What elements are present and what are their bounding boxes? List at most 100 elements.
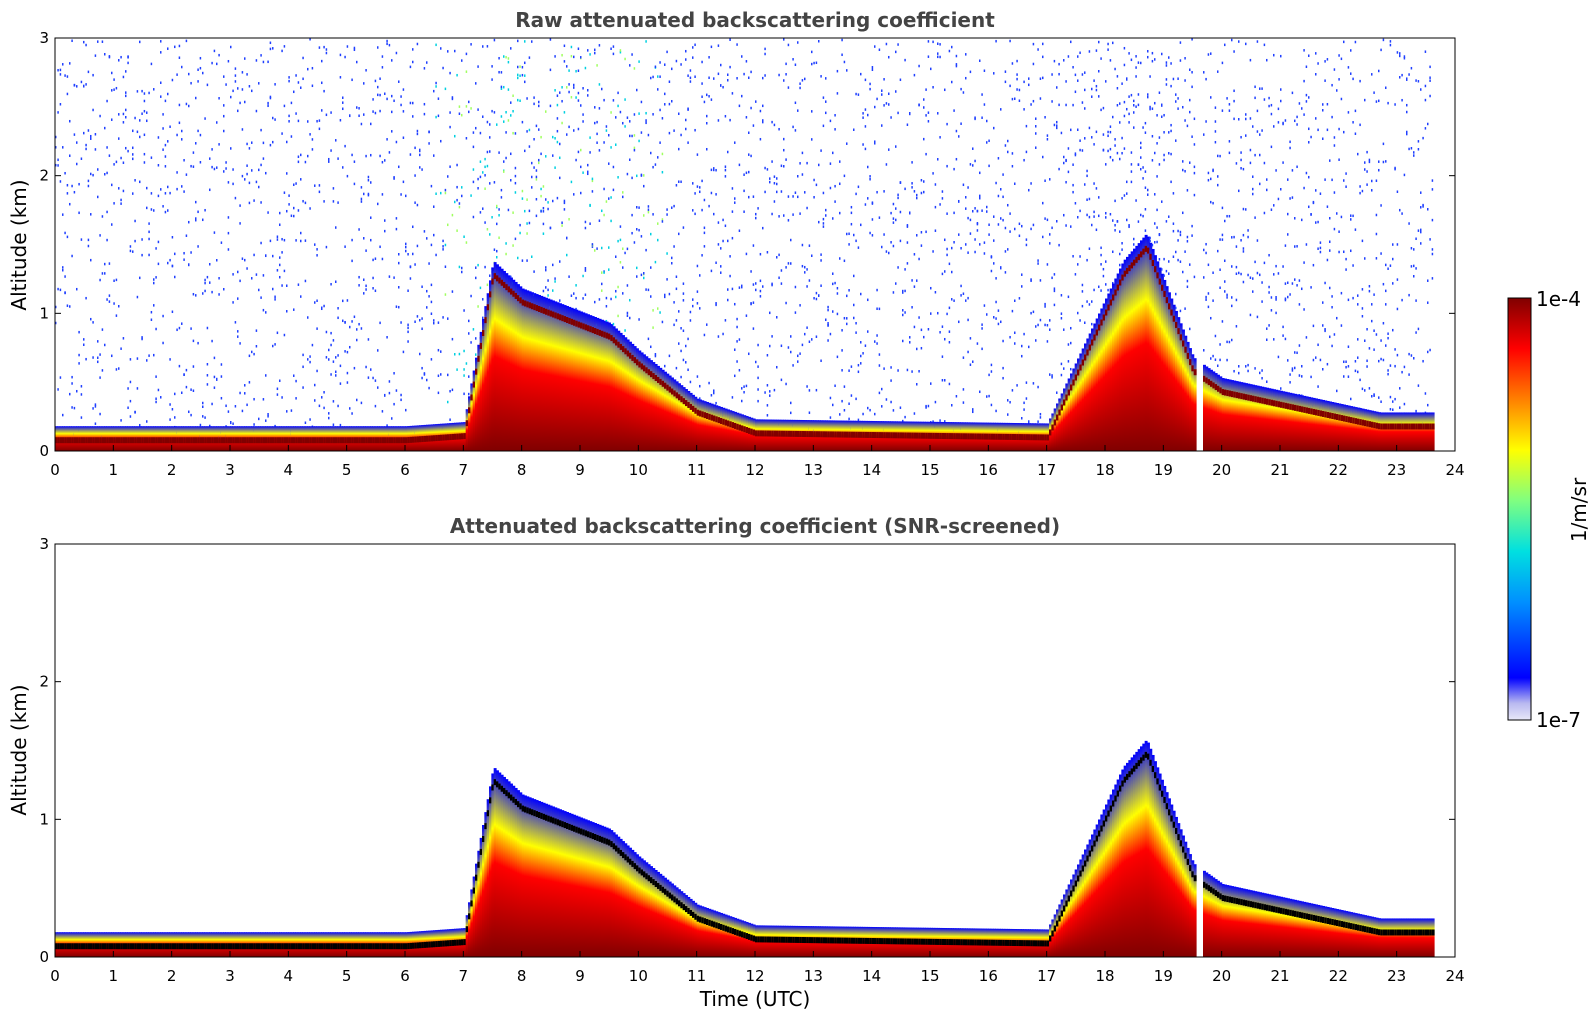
noise-pixel (430, 283, 433, 287)
noise-pixel (129, 358, 132, 361)
noise-pixel (1291, 369, 1294, 372)
noise-pixel (888, 103, 890, 106)
noise-pixel (314, 301, 316, 304)
noise-pixel (57, 68, 59, 72)
noise-pixel (484, 165, 486, 169)
layer-top-cell (1301, 406, 1304, 413)
noise-pixel (1224, 280, 1226, 283)
noise-pixel (433, 89, 435, 93)
noise-pixel (367, 175, 370, 179)
noise-pixel (843, 316, 846, 320)
layer-top-cell (414, 436, 418, 443)
noise-pixel (925, 152, 927, 156)
aerosol-layer-cell (615, 328, 618, 451)
noise-pixel (134, 179, 136, 182)
aerosol-layer-cell (556, 302, 560, 451)
noise-pixel (696, 264, 699, 268)
noise-pixel (169, 418, 171, 421)
noise-pixel (612, 165, 615, 169)
noise-pixel (871, 218, 874, 221)
noise-pixel (272, 287, 274, 291)
noise-pixel (666, 252, 668, 255)
noise-pixel (211, 339, 213, 343)
layer-top-cell (587, 325, 590, 332)
noise-pixel (519, 231, 521, 235)
noise-pixel (577, 91, 580, 95)
layer-top-cell (253, 437, 257, 444)
noise-pixel (246, 403, 248, 407)
noise-pixel (150, 62, 153, 66)
noise-pixel (451, 290, 454, 293)
noise-pixel (328, 348, 330, 352)
noise-pixel (813, 61, 815, 65)
noise-pixel (507, 88, 510, 91)
noise-pixel (1182, 105, 1184, 109)
layer-top-cell (59, 943, 63, 950)
layer-top-cell (1228, 390, 1232, 397)
noise-pixel (983, 69, 986, 72)
noise-pixel (248, 381, 251, 384)
noise-pixel (486, 45, 489, 48)
noise-pixel (1205, 77, 1207, 81)
noise-pixel (1049, 319, 1051, 322)
noise-pixel (724, 165, 727, 168)
noise-pixel (636, 275, 638, 278)
noise-pixel (1228, 151, 1231, 155)
noise-pixel (1233, 50, 1235, 53)
layer-top-cell (724, 419, 728, 426)
noise-pixel (696, 153, 699, 156)
noise-pixel (435, 85, 437, 88)
noise-pixel (1077, 79, 1079, 82)
noise-pixel (1284, 297, 1287, 300)
noise-pixel (265, 254, 267, 257)
aerosol-layer-cell (1273, 389, 1276, 451)
noise-pixel (526, 222, 528, 225)
noise-pixel (281, 49, 283, 53)
noise-pixel (750, 106, 752, 110)
noise-pixel (1214, 120, 1217, 123)
noise-pixel (958, 320, 960, 324)
layer-top-cell (661, 380, 665, 387)
noise-pixel (433, 154, 435, 157)
noise-pixel (881, 89, 883, 92)
layer-top-cell (230, 943, 233, 950)
noise-pixel (636, 206, 638, 209)
noise-pixel (671, 206, 673, 209)
noise-pixel (661, 117, 664, 120)
layer-top-cell (183, 943, 187, 950)
noise-pixel (1282, 325, 1284, 329)
noise-pixel (526, 259, 528, 262)
noise-pixel (1317, 62, 1319, 65)
noise-pixel (983, 241, 986, 244)
noise-pixel (1205, 298, 1207, 301)
noise-pixel (258, 417, 260, 421)
noise-pixel (633, 67, 636, 70)
noise-pixel (437, 321, 440, 324)
x-tick-label: 0 (50, 461, 60, 479)
noise-pixel (498, 70, 500, 74)
noise-pixel (519, 65, 521, 68)
noise-pixel (953, 211, 955, 215)
noise-pixel (1165, 269, 1168, 273)
layer-top-cell (717, 417, 721, 424)
noise-pixel (227, 410, 230, 413)
noise-pixel (1177, 229, 1179, 233)
layer-top-cell (185, 943, 189, 950)
noise-pixel (146, 111, 148, 114)
noise-pixel (1165, 61, 1168, 64)
aerosol-layer-cell (605, 321, 609, 451)
aerosol-layer-cell (629, 341, 632, 451)
noise-pixel (1177, 258, 1179, 262)
noise-pixel (153, 209, 155, 212)
noise-pixel (1154, 241, 1156, 244)
layer-top-cell (141, 943, 145, 950)
noise-pixel (1123, 194, 1126, 197)
noise-pixel (465, 137, 468, 140)
layer-top-cell (1086, 349, 1090, 356)
layer-top-cell (860, 431, 863, 438)
noise-pixel (757, 207, 759, 210)
noise-pixel (710, 394, 713, 397)
noise-pixel (1406, 77, 1408, 80)
noise-pixel (83, 131, 85, 135)
noise-pixel (1406, 132, 1408, 136)
